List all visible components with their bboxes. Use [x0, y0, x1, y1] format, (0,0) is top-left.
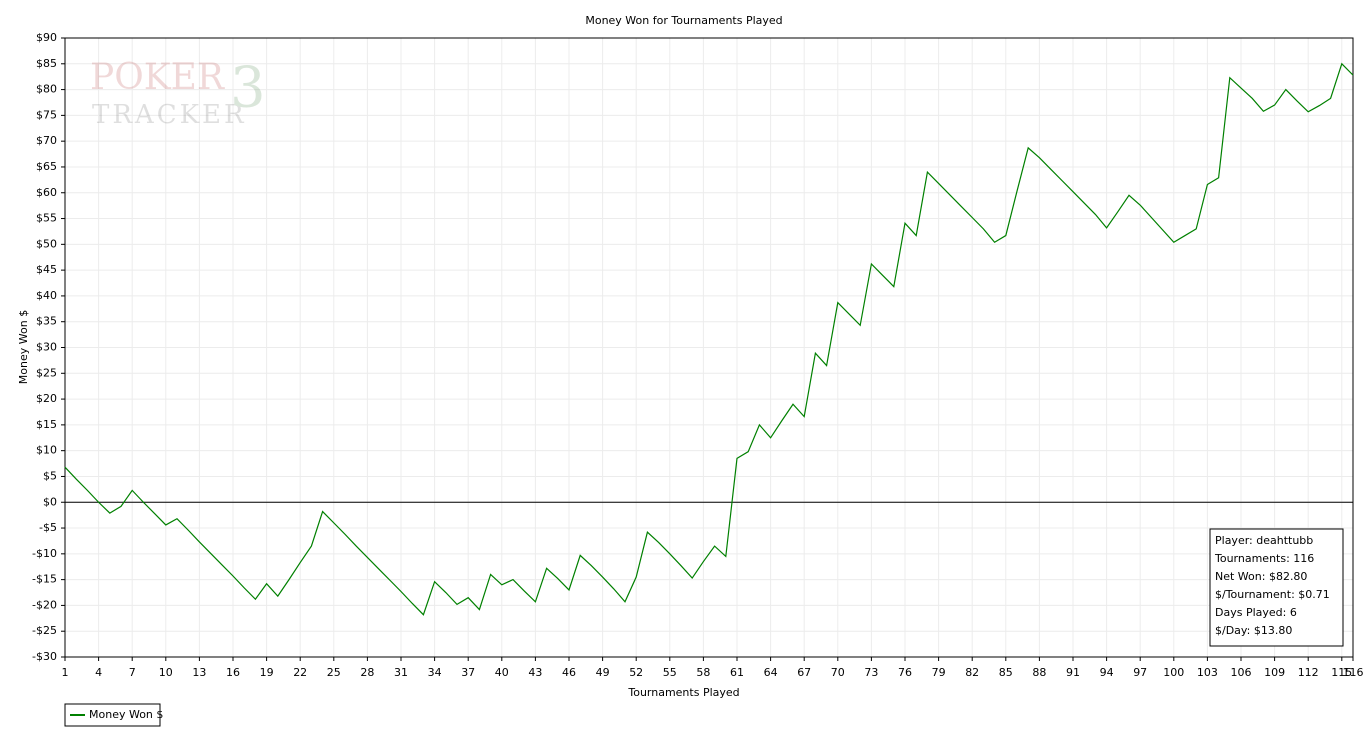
x-tick-label: 91 — [1066, 666, 1080, 679]
y-tick-label: -$20 — [32, 598, 57, 611]
y-tick-label: $15 — [36, 418, 57, 431]
x-tick-label: 100 — [1163, 666, 1184, 679]
y-tick-label: $0 — [43, 495, 57, 508]
x-tick-label: 115 — [1331, 666, 1352, 679]
x-tick-label: 16 — [226, 666, 240, 679]
y-tick-label: $65 — [36, 160, 57, 173]
y-tick-label: $25 — [36, 366, 57, 379]
x-tick-label: 37 — [461, 666, 475, 679]
watermark: POKER TRACKER 3 — [90, 56, 266, 131]
info-line: Tournaments: 116 — [1214, 552, 1314, 565]
x-axis-label: Tournaments Played — [627, 686, 739, 699]
x-tick-label: 106 — [1231, 666, 1252, 679]
plot-area — [61, 37, 1354, 661]
x-tick-label: 46 — [562, 666, 576, 679]
x-tick-label: 7 — [129, 666, 136, 679]
x-tick-label: 13 — [192, 666, 206, 679]
legend: Money Won $ — [64, 703, 163, 727]
x-tick-label: 67 — [797, 666, 811, 679]
legend-box — [64, 703, 161, 727]
x-tick-label: 49 — [596, 666, 610, 679]
y-tick-label: -$25 — [32, 624, 57, 637]
info-box-frame — [1209, 528, 1344, 647]
x-tick-label: 85 — [999, 666, 1013, 679]
x-tick-label: 76 — [898, 666, 912, 679]
x-tick-label: 19 — [260, 666, 274, 679]
x-tick-label: 43 — [528, 666, 542, 679]
y-tick-label: $55 — [36, 212, 57, 225]
x-tick-label: 64 — [764, 666, 778, 679]
x-tick-label: 109 — [1264, 666, 1285, 679]
info-line: $/Tournament: $0.71 — [1215, 588, 1330, 601]
y-axis-label: Money Won $ — [17, 310, 30, 384]
x-tick-label: 58 — [696, 666, 710, 679]
x-tick-label: 73 — [864, 666, 878, 679]
x-tick-label: 40 — [495, 666, 509, 679]
y-tick-label: $90 — [36, 31, 57, 44]
x-tick-label: 116 — [1343, 666, 1364, 679]
y-tick-label: $85 — [36, 57, 57, 70]
x-tick-label: 10 — [159, 666, 173, 679]
watermark-text: TRACKER — [92, 100, 247, 130]
x-tick-label: 94 — [1100, 666, 1114, 679]
x-tick-label: 61 — [730, 666, 744, 679]
y-tick-label: $20 — [36, 392, 57, 405]
x-tick-label: 34 — [428, 666, 442, 679]
y-tick-label: $50 — [36, 237, 57, 250]
x-tick-label: 88 — [1032, 666, 1046, 679]
x-tick-label: 22 — [293, 666, 307, 679]
x-tick-label: 97 — [1133, 666, 1147, 679]
plot-border — [64, 37, 1354, 658]
y-tick-label: $35 — [36, 315, 57, 328]
y-tick-label: $80 — [36, 83, 57, 96]
x-tick-label: 52 — [629, 666, 643, 679]
info-line: Days Played: 6 — [1215, 606, 1297, 619]
y-tick-label: $10 — [36, 444, 57, 457]
x-tick-label: 82 — [965, 666, 979, 679]
x-tick-label: 25 — [327, 666, 341, 679]
x-tick-label: 28 — [360, 666, 374, 679]
info-line: Net Won: $82.80 — [1215, 570, 1307, 583]
line-series — [64, 62, 1354, 616]
y-tick-label: $60 — [36, 186, 57, 199]
y-tick-label: -$30 — [32, 650, 57, 663]
x-tick-label: 103 — [1197, 666, 1218, 679]
x-tick-label: 4 — [95, 666, 102, 679]
y-tick-label: -$5 — [39, 521, 57, 534]
y-tick-label: $30 — [36, 341, 57, 354]
watermark-text: POKER — [90, 57, 225, 98]
y-tick-label: -$10 — [32, 547, 57, 560]
info-box: Player: deahttubb Tournaments: 116 Net Won… — [1209, 528, 1344, 647]
info-line: Player: deahttubb — [1215, 534, 1313, 547]
x-tick-label: 70 — [831, 666, 845, 679]
y-tick-label: -$15 — [32, 573, 57, 586]
y-tick-label: $5 — [43, 469, 57, 482]
legend-label: Money Won $ — [89, 708, 163, 721]
info-line: $/Day: $13.80 — [1215, 624, 1292, 637]
y-tick-label: $70 — [36, 134, 57, 147]
y-tick-label: $75 — [36, 108, 57, 121]
x-tick-label: 79 — [932, 666, 946, 679]
watermark-text: 3 — [230, 56, 266, 121]
x-tick-label: 55 — [663, 666, 677, 679]
chart-title: Money Won for Tournaments Played — [585, 14, 782, 27]
x-tick-label: 112 — [1298, 666, 1319, 679]
y-tick-label: $45 — [36, 263, 57, 276]
x-tick-label: 31 — [394, 666, 408, 679]
x-tick-label: 1 — [62, 666, 69, 679]
y-tick-label: $40 — [36, 289, 57, 302]
